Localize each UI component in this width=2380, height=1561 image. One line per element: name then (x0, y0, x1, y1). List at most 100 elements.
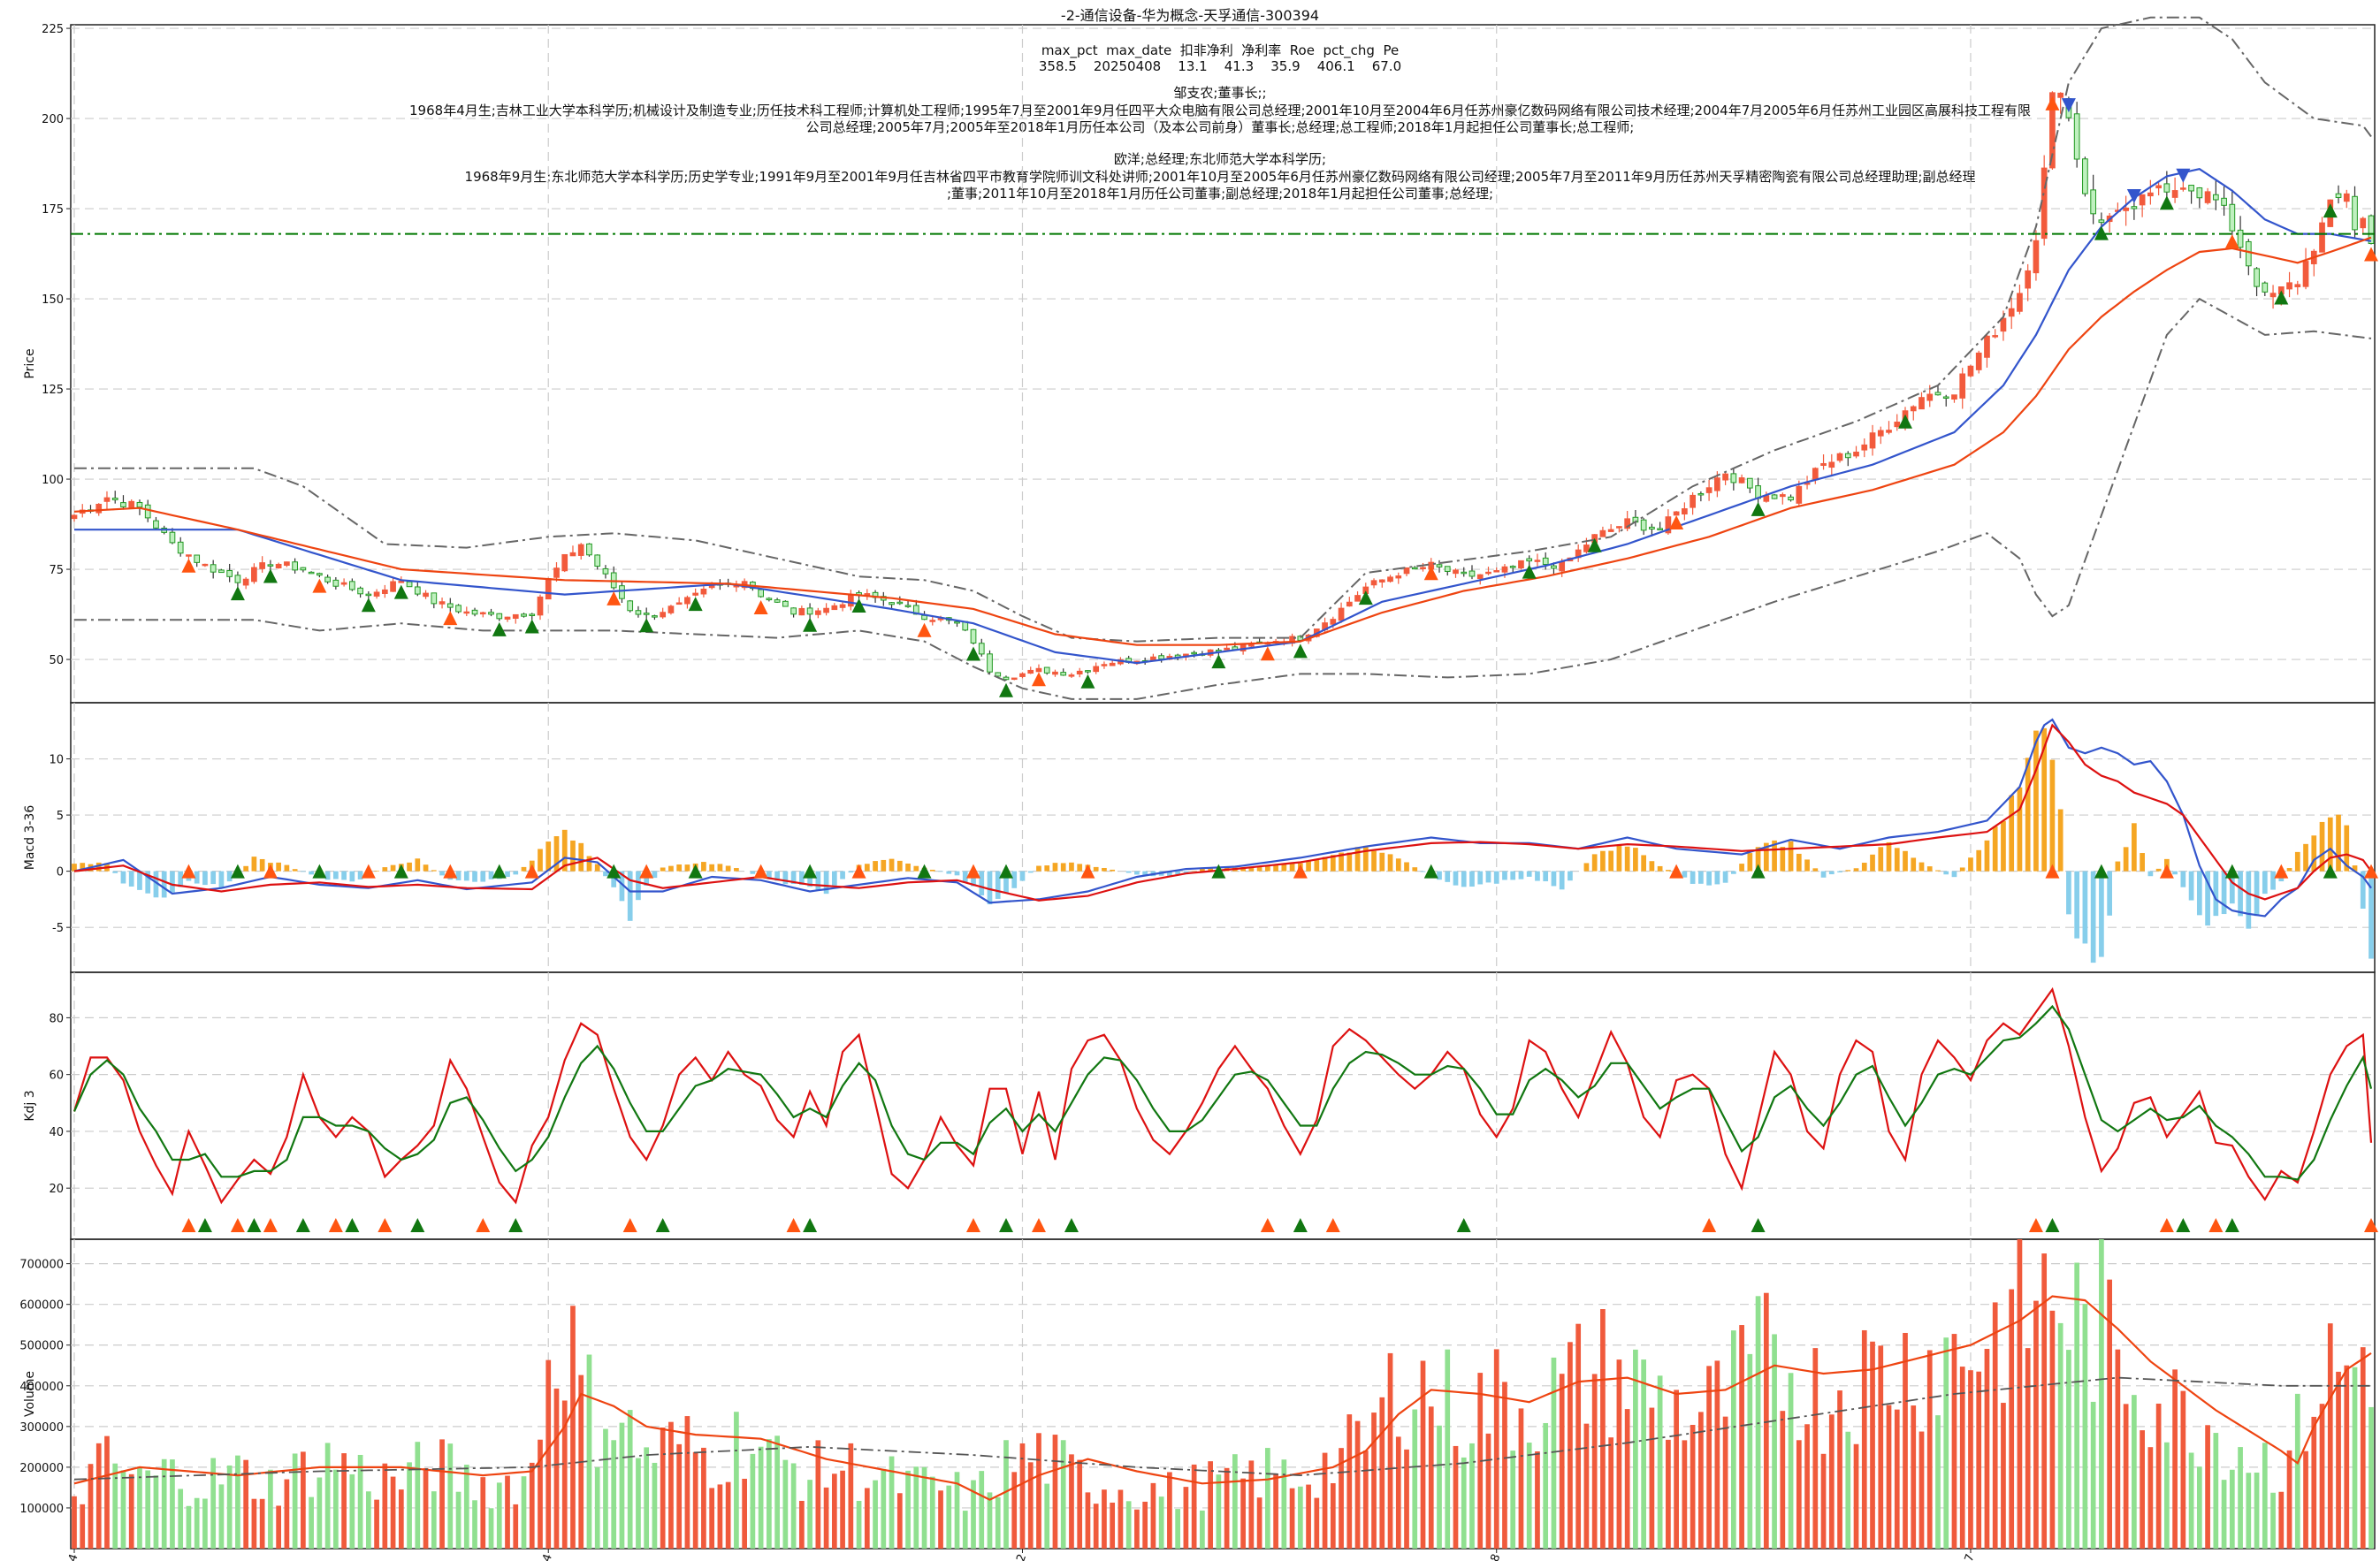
price-candle-body (1559, 561, 1566, 572)
price-candle-body (1224, 647, 1230, 651)
price-candle-body (1043, 666, 1050, 674)
price-candle-body (2000, 317, 2007, 332)
price-signal-marker-down (2176, 168, 2191, 183)
volume-bar (268, 1469, 273, 1549)
price-candle-body (2335, 193, 2342, 198)
xtick-label: 250402 (1002, 1552, 1029, 1561)
macd-histogram-bar (2155, 868, 2162, 872)
macd-histogram-bar (357, 871, 363, 879)
volume-bar (1894, 1409, 1900, 1549)
volume-bar (750, 1453, 756, 1549)
macd-signal-marker (361, 864, 376, 879)
stats-header-row: max_pct max_date 扣非净利 净利率 Roe pct_chg Pe (1041, 42, 1400, 58)
price-ytick-label: 50 (49, 654, 64, 667)
volume-ytick-label: 400000 (19, 1381, 64, 1394)
volume-bar (1992, 1302, 1998, 1549)
macd-signal-marker (688, 864, 703, 879)
price-candle-body (1942, 396, 1949, 399)
price-candle-body (758, 589, 764, 598)
volume-bar (1289, 1488, 1295, 1549)
volume-bar (545, 1359, 552, 1549)
price-candle-body (1665, 516, 1672, 534)
xtick-label: 241104 (54, 1552, 81, 1561)
price-ytick-label: 100 (42, 474, 64, 487)
macd-signal-marker (524, 864, 539, 879)
volume-bar (1362, 1451, 1369, 1549)
volume-bar (1019, 1443, 1026, 1549)
volume-bar (1404, 1449, 1409, 1549)
macd-histogram-bar (439, 871, 445, 876)
volume-bar (954, 1472, 960, 1549)
macd-histogram-bar (423, 864, 429, 872)
macd-histogram-bar (1240, 867, 1246, 872)
volume-bar (1600, 1309, 1606, 1549)
macd-histogram-bar (2107, 871, 2112, 916)
price-ytick-label: 225 (42, 23, 64, 36)
volume-bar (1722, 1416, 1728, 1549)
volume-bar (1641, 1359, 1647, 1549)
price-candle-body (774, 599, 781, 603)
price-candle-body (1918, 397, 1925, 410)
price-candle-body (357, 587, 363, 595)
volume-bar (1828, 1414, 1835, 1549)
macd-histogram-bar (2057, 809, 2063, 872)
macd-histogram-bar (95, 862, 102, 872)
price-boll-lower (74, 297, 2372, 700)
price-candle-body (2262, 282, 2269, 293)
price-candle-body (2017, 293, 2023, 312)
price-candle-body (275, 563, 282, 568)
macd-histogram-bar (128, 871, 134, 887)
price-candle-body (660, 612, 667, 618)
volume-bar (774, 1435, 780, 1549)
macd-histogram-bar (2090, 871, 2096, 963)
price-signal-marker (851, 598, 866, 613)
volume-ma-line (73, 1295, 2372, 1501)
price-signal-marker (966, 646, 981, 661)
macd-signal-marker (492, 864, 507, 879)
macd-panel: -5 0 5 10 Macd 3-36 (23, 702, 2378, 973)
price-candle-body (2360, 217, 2367, 229)
macd-histogram-bar (750, 871, 756, 874)
price-ma-orange (73, 236, 2372, 646)
price-signal-marker (1898, 414, 1913, 429)
volume-bar (398, 1489, 404, 1549)
macd-histogram-bar (1943, 871, 1949, 875)
price-candle-body (1730, 473, 1737, 484)
price-candle-body (439, 601, 446, 605)
volume-bar (2140, 1430, 2145, 1549)
price-signal-marker (917, 622, 932, 637)
volume-ytick-label: 700000 (19, 1259, 64, 1272)
price-candle-body (652, 615, 658, 618)
macd-histogram-bar (2066, 871, 2071, 915)
macd-histogram-bar (1698, 871, 1704, 884)
volume-bar (2344, 1365, 2350, 1549)
macd-histogram-bar (553, 836, 560, 872)
price-candle-body (2212, 194, 2219, 201)
macd-histogram-bar (2123, 847, 2129, 872)
kdj-ytick-label: 80 (49, 1012, 64, 1025)
volume-bar (807, 1480, 812, 1549)
price-candle-body (1468, 570, 1476, 577)
price-candle-body (1616, 526, 1622, 529)
volume-bar (758, 1446, 764, 1549)
volume-ytick-label: 300000 (19, 1421, 64, 1435)
macd-histogram-bar (210, 871, 217, 885)
macd-histogram-bar (513, 871, 519, 875)
price-candle-body (1844, 453, 1851, 459)
macd-histogram-bar (782, 871, 789, 885)
volume-bar (2099, 1239, 2104, 1549)
macd-histogram-bar (627, 871, 633, 921)
person1-bio-line2: 公司总经理;2005年7月;2005年至2018年1月历任本公司（及本公司前身）… (805, 119, 1635, 135)
price-candle-body (2131, 206, 2138, 209)
macd-signal-marker (803, 864, 818, 879)
xtick-label: 250114 (528, 1552, 555, 1561)
macd-histogram-bar (324, 871, 331, 880)
price-candle-body (177, 541, 184, 554)
macd-histogram-bar (1796, 853, 1802, 872)
price-candle-body (1019, 673, 1026, 677)
price-candle-body (144, 504, 151, 519)
volume-bar (1354, 1420, 1361, 1549)
macd-histogram-bar (1256, 866, 1262, 872)
macd-histogram-bar (2049, 759, 2056, 872)
volume-bar (979, 1471, 985, 1549)
